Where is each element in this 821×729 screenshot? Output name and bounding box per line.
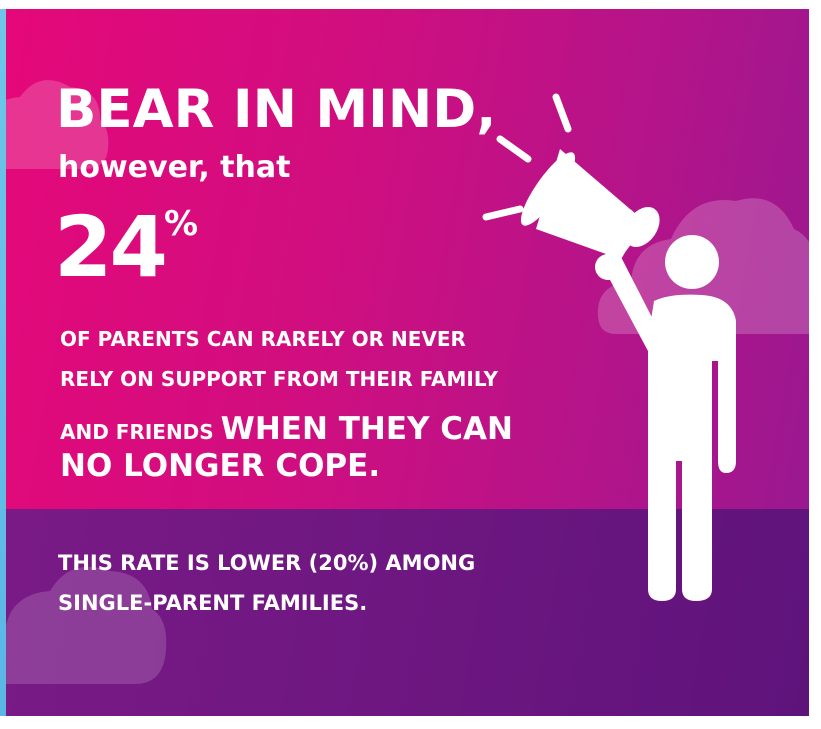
body-line-2: RELY ON SUPPORT FROM THEIR FAMILY — [60, 367, 498, 391]
cloud-icon — [0, 567, 167, 684]
cloud-icon — [0, 79, 109, 169]
footnote-line-2: SINGLE-PARENT FAMILIES. — [58, 591, 368, 615]
body-line-4-emphasis: NO LONGER COPE. — [60, 448, 381, 484]
subheadline: however, that — [58, 150, 291, 185]
body-line-3: AND FRIENDS WHEN THEY CAN — [60, 414, 513, 445]
footnote-line-1: THIS RATE IS LOWER (20%) AMONG — [58, 551, 476, 575]
stat-value: 24 — [54, 198, 168, 296]
accent-stripe — [0, 9, 6, 716]
body-line-3-emphasis: WHEN THEY CAN — [220, 411, 513, 447]
headline: BEAR IN MIND, — [56, 79, 497, 140]
body-line-3-small: AND FRIENDS — [60, 420, 214, 444]
stat-unit: % — [164, 204, 199, 244]
megaphone-person-icon — [482, 93, 736, 601]
infographic-card: BEAR IN MIND, however, that 24 % OF PARE… — [0, 9, 809, 716]
body-line-1: OF PARENTS CAN RARELY OR NEVER — [60, 327, 466, 351]
